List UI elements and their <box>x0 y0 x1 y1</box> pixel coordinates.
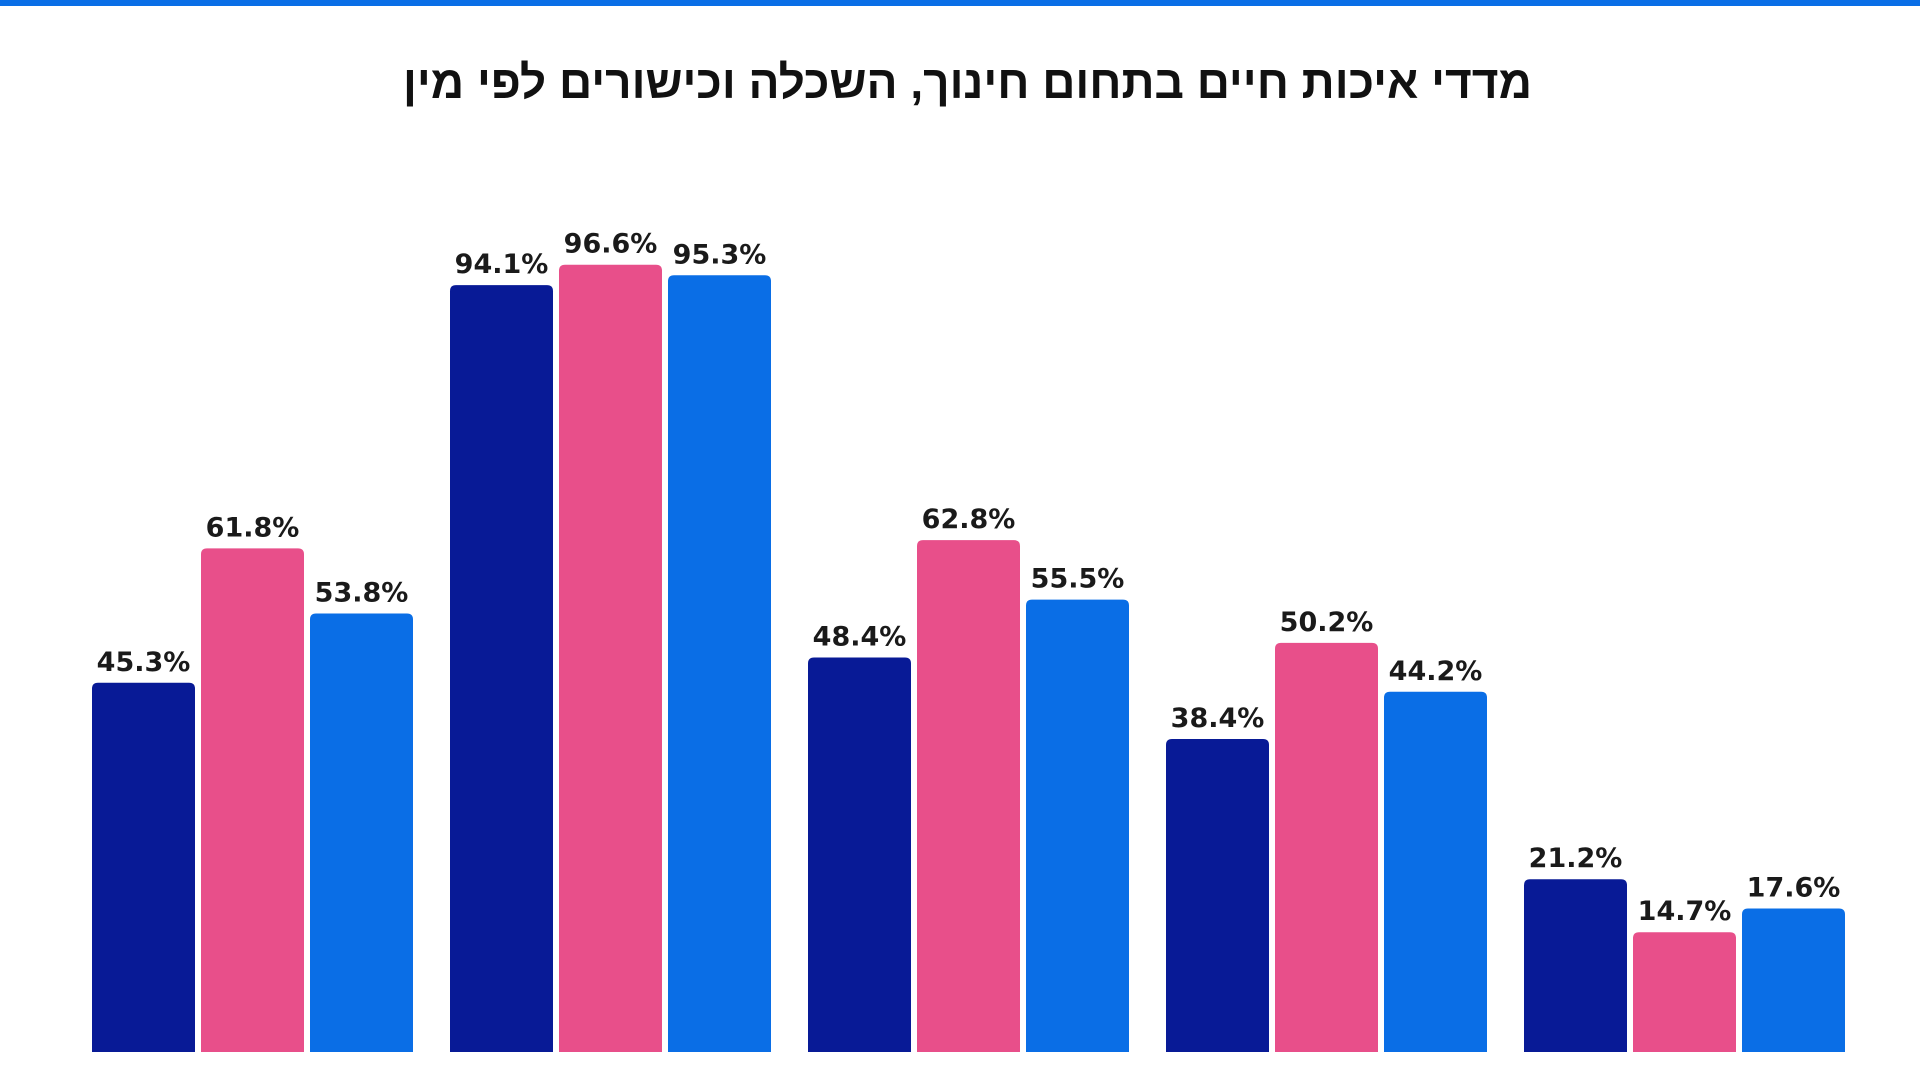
bar-series-2-group-2 <box>559 264 662 1053</box>
chart-title: מדדי איכות חיים בתחום חינוך, השכלה וכישו… <box>403 56 1532 108</box>
bar-series-3-group-3 <box>1026 599 1129 1052</box>
bar-series-3-group-1 <box>310 613 413 1052</box>
data-label-series-1-group-1: 45.3% <box>97 647 191 678</box>
data-label-series-1-group-2: 94.1% <box>455 249 549 280</box>
bar-series-2-group-5 <box>1633 932 1736 1052</box>
top-accent-bar <box>0 0 1920 6</box>
bar-series-1-group-2 <box>450 285 553 1053</box>
data-label-series-2-group-1: 61.8% <box>206 512 300 543</box>
bar-series-1-group-5 <box>1524 879 1627 1052</box>
bar-series-2-group-4 <box>1275 642 1378 1052</box>
data-label-series-3-group-5: 17.6% <box>1747 873 1841 904</box>
bar-series-1-group-3 <box>808 657 911 1052</box>
bar-series-2-group-3 <box>917 540 1020 1052</box>
data-label-series-3-group-1: 53.8% <box>315 578 409 609</box>
data-label-series-1-group-5: 21.2% <box>1529 843 1623 874</box>
data-label-series-2-group-2: 96.6% <box>564 229 658 260</box>
data-label-series-3-group-2: 95.3% <box>673 239 767 270</box>
data-label-series-1-group-3: 48.4% <box>813 622 907 653</box>
data-label-series-3-group-3: 55.5% <box>1031 564 1125 595</box>
bar-series-3-group-2 <box>668 275 771 1052</box>
bar-series-3-group-5 <box>1742 908 1845 1052</box>
data-label-series-1-group-4: 38.4% <box>1171 703 1265 734</box>
data-label-series-3-group-4: 44.2% <box>1389 656 1483 687</box>
bar-series-2-group-1 <box>201 548 304 1052</box>
bar-series-3-group-4 <box>1384 691 1487 1052</box>
data-label-series-2-group-3: 62.8% <box>922 504 1016 535</box>
bar-series-1-group-1 <box>92 682 195 1052</box>
bar-series-1-group-4 <box>1166 739 1269 1052</box>
data-label-series-2-group-5: 14.7% <box>1638 896 1732 927</box>
data-label-series-2-group-4: 50.2% <box>1280 607 1374 638</box>
